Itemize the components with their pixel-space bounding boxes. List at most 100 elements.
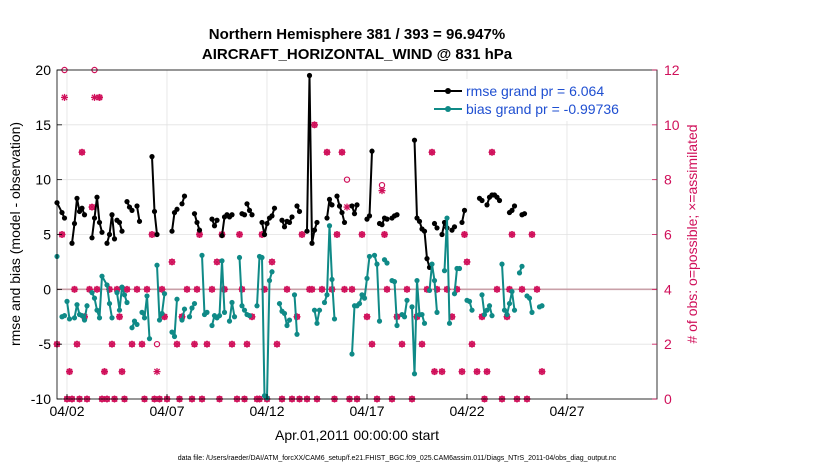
bias-line-segment [201, 255, 208, 316]
x-axis: 04/02 04/07 04/12 04/17 04/22 04/27 [49, 394, 585, 419]
y-tick-label-left: -10 [31, 391, 51, 407]
rmse-point [329, 202, 335, 208]
y-tick-label-left: 0 [43, 281, 51, 297]
legend-rmse-marker [445, 88, 451, 94]
rmse-point [459, 219, 465, 226]
bias-point [331, 316, 338, 322]
bias-point [394, 322, 400, 329]
bias-point [286, 317, 293, 323]
rmse-point [194, 219, 200, 226]
bias-point [509, 288, 515, 295]
chart-subtitle: AIRCRAFT_HORIZONTAL_WIND @ 831 hPa [202, 46, 513, 63]
bias-point [526, 295, 533, 301]
bias-point [294, 331, 300, 337]
obs-assimilated-point [208, 285, 216, 293]
bias-point [444, 215, 450, 221]
rmse-point [59, 209, 65, 216]
rmse-point [91, 215, 98, 221]
rmse-point [439, 231, 445, 238]
rmse-point [116, 219, 123, 226]
obs-assimilated-point [298, 231, 306, 238]
obs-assimilated-point [473, 368, 481, 376]
obs-assimilated-point [343, 203, 351, 211]
bias-point [106, 300, 113, 307]
bias-point [499, 261, 505, 267]
y-tick-label-left: 20 [35, 62, 51, 78]
rmse-line-segment [71, 197, 86, 244]
bias-point [376, 318, 383, 324]
bias-point [246, 313, 253, 319]
bias-point [241, 307, 248, 313]
bias-point [326, 223, 333, 229]
bias-point [446, 320, 453, 326]
bias-point [99, 273, 105, 279]
obs-assimilated-point [243, 340, 251, 348]
rmse-point [511, 203, 518, 209]
bias-point [139, 309, 145, 315]
bias-point [231, 314, 238, 320]
obs-assimilated-point [101, 368, 108, 376]
bias-point [429, 261, 435, 267]
bias-point [316, 307, 323, 313]
obs-assimilated-point [368, 340, 376, 348]
obs-assimilated-point [118, 368, 126, 376]
obs-assimilated-point [318, 285, 326, 293]
bias-point [109, 315, 115, 321]
bias-line-segment [428, 263, 438, 313]
bias-point [179, 317, 185, 323]
bias-point [409, 304, 415, 310]
bias-point [391, 279, 398, 285]
bias-line-segment [156, 265, 166, 322]
y-tick-label-right: 8 [664, 172, 672, 188]
rmse-point [281, 224, 288, 230]
obs-assimilated-point [378, 187, 386, 195]
obs-assimilated-point [61, 93, 68, 101]
rmse-point [309, 240, 315, 246]
rmse-point [246, 207, 253, 213]
bias-point [489, 313, 495, 319]
rmse-point [289, 214, 295, 220]
x-tick-label: 04/07 [149, 403, 184, 419]
rmse-point [311, 227, 318, 233]
obs-assimilated-point [348, 285, 356, 293]
x-tick-label: 04/02 [49, 403, 84, 419]
bias-point [146, 336, 153, 342]
rmse-point [81, 212, 88, 218]
bias-point [366, 253, 373, 260]
bias-point [219, 258, 225, 264]
rmse-point [394, 212, 400, 218]
bias-point [84, 303, 90, 309]
rmse-point [451, 224, 458, 230]
rmse-point [151, 208, 158, 215]
bias-point [539, 303, 545, 309]
bias-point [116, 307, 123, 313]
bias-line-segment [256, 255, 273, 399]
bias-point [236, 254, 243, 261]
obs-assimilated-point [418, 340, 426, 348]
bias-line-segment [293, 294, 298, 335]
rmse-line-segment [306, 74, 318, 245]
obs-possible-point [153, 340, 161, 348]
legend-box [430, 79, 650, 121]
rmse-line-segment [106, 213, 116, 244]
bias-line-segment [323, 224, 336, 320]
bias-point [121, 292, 128, 298]
bias-line-segment [501, 264, 516, 316]
bias-point [114, 290, 120, 296]
obs-assimilated-point [428, 148, 436, 156]
y-axis-right-label: # of obs: o=possible; ×=assimilated [684, 124, 700, 343]
bias-point [414, 277, 420, 284]
rmse-point [181, 193, 188, 199]
rmse-point [269, 213, 275, 219]
rmse-point [149, 154, 155, 160]
y-axis-left: -10 -5 0 5 10 15 20 [31, 62, 62, 407]
obs-assimilated-point [483, 368, 491, 376]
rmse-point [306, 72, 313, 79]
bias-point [364, 275, 370, 281]
bias-point [384, 260, 390, 266]
chart-title: Northern Hemisphere 381 / 393 = 96.947% [209, 26, 505, 43]
rmse-point [264, 220, 270, 227]
obs-assimilated-point [458, 368, 466, 376]
obs-assimilated-point [308, 285, 316, 293]
obs-assimilated-point [468, 340, 476, 348]
